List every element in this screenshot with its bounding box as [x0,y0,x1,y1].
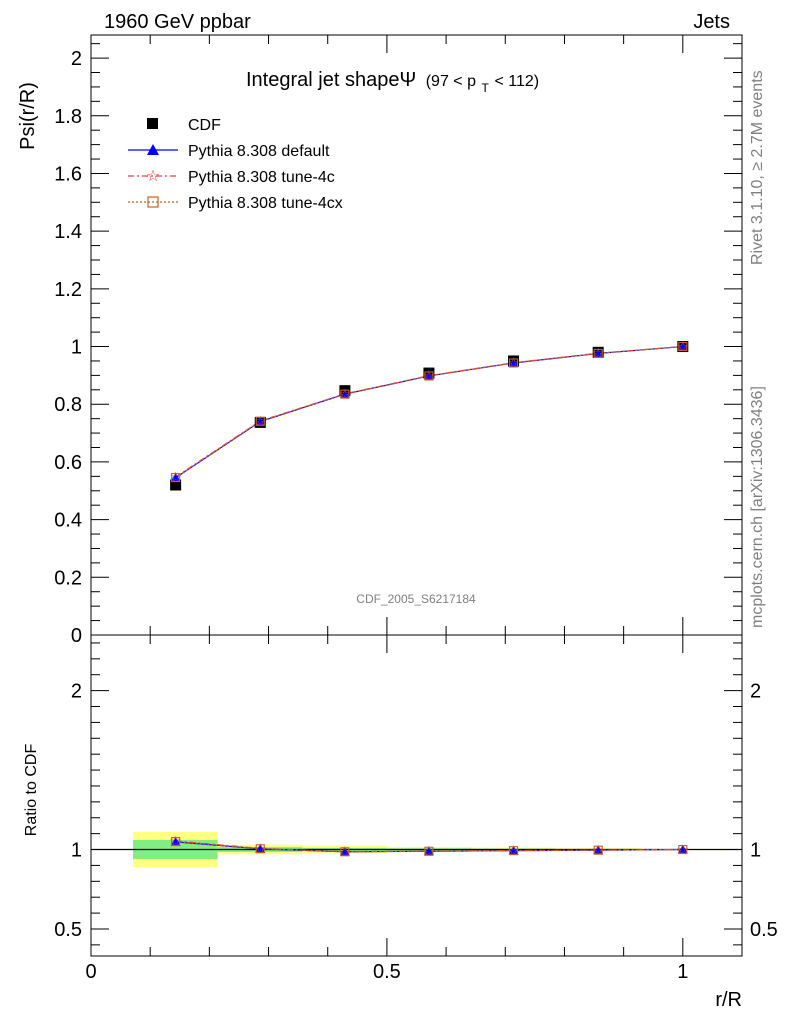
mcplots-label: mcplots.cern.ch [arXiv:1306.3436] [749,386,766,628]
tune4cx-point [255,416,265,426]
ratio-tune4cx-point [509,846,519,856]
ratio-default-point [170,836,181,846]
header-right: Jets [693,11,730,33]
ratio-tune4cx-point [340,847,350,857]
main-y-tick-label: 0.2 [54,567,82,589]
tune4cx-point [424,371,434,381]
legend-label-tune4cx: Pythia 8.308 tune-4cx [188,195,343,212]
default-point [593,348,604,358]
main-axis-ticks [90,35,743,636]
legend: CDF Pythia 8.308 default ☆ Pythia 8.308 … [128,117,343,212]
main-y-tick-label: 1 [71,337,82,359]
chart-title-tail: < 112) [494,73,539,90]
default-point [423,370,434,380]
legend-label-default: Pythia 8.308 default [188,143,330,160]
ratio-tune4c-point: ☆ [169,833,182,849]
main-line-3 [175,345,683,478]
main-y-tick-label: 1.8 [54,106,82,128]
legend-marker-cdf [147,118,158,129]
default-point [508,357,519,367]
chart-title-main: Integral jet shapeΨ [246,69,416,91]
x-tick-labels: 0 0.5 1 [85,961,688,983]
tune4cx-point [340,389,350,399]
main-data-series: ☆☆☆☆☆☆ ☆ [169,339,689,491]
x-tick-label: 0 [85,961,96,983]
main-y-tick-label: 0 [71,625,82,647]
x-tick-label: 0.5 [373,961,401,983]
ratio-tune4cx-point [593,845,603,855]
main-y-tick-label: 0.6 [54,452,82,474]
default-point [677,341,688,351]
ratio-y-tick-label-right: 2 [750,681,761,703]
ratio-y-axis-label: Ratio to CDF [23,744,40,837]
legend-marker-tune4c: ☆ [146,168,160,185]
chart-title: Integral jet shapeΨ (97 < p T < 112) [246,69,539,97]
ratio-tune4cx-point [424,846,434,856]
default-point [170,472,181,482]
ratio-y-tick-label: 1 [71,840,82,862]
legend-marker-default [147,144,159,155]
analysis-watermark: CDF_2005_S6217184 [356,592,476,606]
ratio-default-point [677,844,688,854]
rivet-label: Rivet 3.1.10, ≥ 2.7M events [749,70,766,265]
main-y-tick-label: 0.4 [54,510,82,532]
ratio-y-tick-labels: 0.5 0.5 1 1 2 2 [54,681,778,941]
ratio-tune4cx-point [255,844,265,854]
ratio-default-point [508,845,519,855]
x-tick-label: 1 [677,961,688,983]
legend-label-cdf: CDF [188,117,221,134]
ratio-tune4cx-point [171,837,181,847]
ratio-default-point [593,845,604,855]
main-y-tick-label: 1.6 [54,163,82,185]
chart-title-suffix: (97 < p [426,73,476,90]
main-y-tick-label: 2 [71,48,82,70]
main-line-1 [175,345,683,479]
tune4cx-point [509,358,519,368]
ratio-y-tick-label: 0.5 [54,919,82,941]
chart-title-sub: T [482,81,490,95]
ratio-panel-frame [90,634,743,957]
tune4cx-point [593,348,603,359]
legend-marker-tune4cx [147,196,159,208]
ratio-y-tick-label-right: 1 [750,840,761,862]
tune4cx-point [171,472,181,483]
main-y-tick-labels: 0 0.2 0.4 0.6 0.8 1 1.2 1.4 1.6 1.8 2 [54,48,82,647]
default-point [339,389,350,399]
ratio-default-point [423,846,434,856]
ratio-default-point [255,843,266,853]
main-y-axis-label: Psi(r/R) [17,82,39,150]
ratio-y-tick-label: 2 [71,681,82,703]
x-axis-label: r/R [715,989,742,1011]
header-left: 1960 GeV ppbar [104,11,251,33]
ratio-axis-ticks [90,635,743,956]
legend-label-tune4c: Pythia 8.308 tune-4c [188,169,335,186]
tune4cx-point [678,341,688,352]
ratio-data-series: ☆ ☆ ☆ ☆ ☆ ☆ ☆ [169,833,689,860]
ratio-default-point [339,846,350,856]
ratio-y-tick-label-right: 0.5 [750,919,778,941]
main-y-tick-label: 1.2 [54,279,82,301]
default-point [255,416,266,426]
main-y-tick-label: 1.4 [54,221,82,243]
ratio-tune4cx-point [678,844,688,855]
main-y-tick-label: 0.8 [54,394,82,416]
main-line-2 [175,345,683,478]
cdf-point [170,479,182,491]
tune4c-point: ☆ [169,469,182,485]
